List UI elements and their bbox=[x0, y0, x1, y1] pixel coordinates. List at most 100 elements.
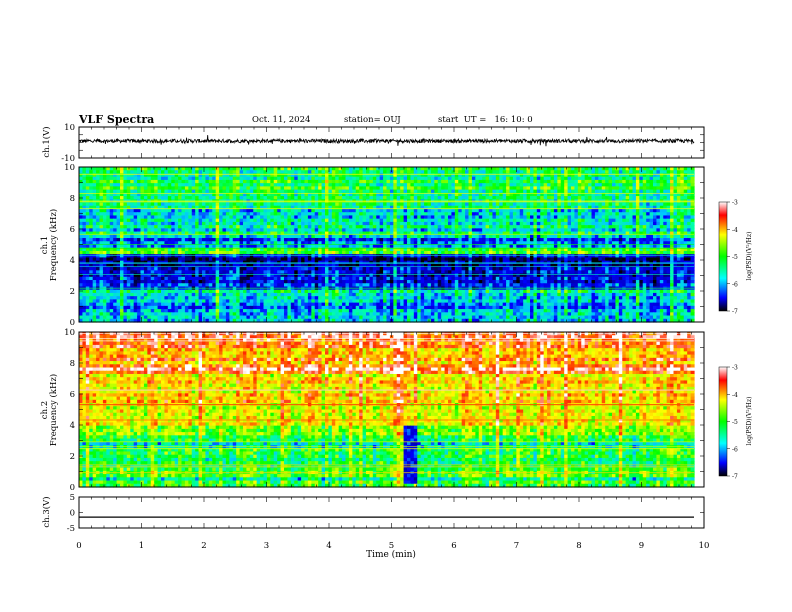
spectrogram-cell bbox=[437, 244, 442, 249]
spectrogram-cell bbox=[383, 196, 388, 200]
spectrogram-cell bbox=[598, 183, 603, 187]
spectrogram-cell bbox=[191, 234, 196, 239]
spectrogram-cell bbox=[598, 221, 603, 226]
spectrogram-cell bbox=[109, 225, 114, 229]
spectrogram-cell bbox=[683, 202, 688, 207]
spectrogram-cell bbox=[369, 192, 374, 197]
spectrogram-cell bbox=[106, 167, 111, 171]
spectrogram-cell bbox=[249, 241, 254, 246]
spectrogram-cell bbox=[150, 225, 155, 229]
spectrogram-cell bbox=[547, 225, 552, 229]
spectrogram-cell bbox=[273, 167, 278, 171]
spectrogram-cell bbox=[140, 183, 145, 187]
spectrogram-cell bbox=[625, 212, 630, 217]
spectrogram-cell bbox=[543, 167, 548, 171]
spectrogram-cell bbox=[352, 221, 357, 226]
spectrogram-cell bbox=[229, 215, 234, 220]
spectrogram-cell bbox=[509, 192, 514, 197]
spectrogram-cell bbox=[311, 212, 316, 217]
spectrogram-cell bbox=[307, 173, 312, 178]
spectrogram-cell bbox=[79, 179, 84, 184]
spectrogram-cell bbox=[574, 218, 579, 223]
spectrogram-cell bbox=[188, 241, 193, 246]
spectrogram-cell bbox=[277, 244, 282, 249]
spectrogram-cell bbox=[413, 183, 418, 187]
spectrogram-cell bbox=[458, 196, 463, 200]
spectrogram-cell bbox=[512, 173, 517, 178]
spectrogram-cell bbox=[427, 179, 432, 184]
spectrogram-cell bbox=[359, 167, 364, 171]
spectrogram-cell bbox=[239, 196, 244, 200]
spectrogram-cell bbox=[239, 208, 244, 213]
spectrogram-cell bbox=[396, 234, 401, 239]
spectrogram-cell bbox=[157, 183, 162, 187]
spectrogram-cell bbox=[301, 221, 306, 226]
spectrogram-cell bbox=[594, 231, 599, 236]
spectrogram-cell bbox=[608, 231, 613, 236]
spectrogram-cell bbox=[345, 208, 350, 213]
spectrogram-cell bbox=[594, 238, 599, 242]
spectrogram-cell bbox=[222, 228, 227, 233]
spectrogram-cell bbox=[516, 202, 521, 207]
spectrogram-cell bbox=[629, 234, 634, 239]
spectrogram-cell bbox=[246, 234, 251, 239]
spectrogram-cell bbox=[451, 234, 456, 239]
spectrogram-cell bbox=[178, 167, 183, 171]
spectrogram-cell bbox=[560, 170, 565, 175]
spectrogram-cell bbox=[314, 234, 319, 239]
spectrogram-cell bbox=[113, 202, 118, 207]
spectrogram-cell bbox=[140, 179, 145, 184]
spectrogram-cell bbox=[389, 202, 394, 207]
spectrogram-cell bbox=[530, 234, 535, 239]
spectrogram-cell bbox=[690, 189, 695, 194]
spectrogram-cell bbox=[232, 231, 237, 236]
spectrogram-cell bbox=[280, 205, 285, 210]
spectrogram-cell bbox=[137, 179, 142, 184]
spectrogram-cell bbox=[345, 183, 350, 187]
spectrogram-cell bbox=[526, 192, 531, 197]
spectrogram-cell bbox=[478, 196, 483, 200]
spectrogram-cell bbox=[174, 186, 179, 191]
spectrogram-cell bbox=[601, 208, 606, 213]
spectrogram-cell bbox=[663, 244, 668, 249]
spectrogram-cell bbox=[157, 179, 162, 184]
spectrogram-cell bbox=[519, 205, 524, 210]
spectrogram-cell bbox=[396, 167, 401, 171]
spectrogram-cell bbox=[519, 196, 524, 200]
spectrogram-cell bbox=[499, 183, 504, 187]
spectrogram-cell bbox=[195, 192, 200, 197]
spectrogram-cell bbox=[167, 244, 172, 249]
spectrogram-cell bbox=[167, 234, 172, 239]
spectrogram-cell bbox=[181, 225, 186, 229]
spectrogram-cell bbox=[157, 176, 162, 181]
spectrogram-cell bbox=[670, 218, 675, 223]
spectrogram-cell bbox=[567, 238, 572, 242]
spectrogram-cell bbox=[263, 173, 268, 178]
spectrogram-cell bbox=[468, 241, 473, 246]
spectrogram-cell bbox=[615, 170, 620, 175]
spectrogram-cell bbox=[198, 208, 203, 213]
spectrogram-cell bbox=[338, 202, 343, 207]
spectrogram-cell bbox=[287, 221, 292, 226]
spectrogram-cell bbox=[396, 196, 401, 200]
spectrogram-cell bbox=[372, 196, 377, 200]
spectrogram-cell bbox=[297, 215, 302, 220]
spectrogram-cell bbox=[687, 241, 692, 246]
spectrogram-cell bbox=[471, 186, 476, 191]
spectrogram-cell bbox=[485, 189, 490, 194]
spectrogram-cell bbox=[567, 202, 572, 207]
spectrogram-cell bbox=[208, 202, 213, 207]
spectrogram-cell bbox=[232, 183, 237, 187]
spectrogram-cell bbox=[376, 179, 381, 184]
spectrogram-cell bbox=[143, 238, 148, 242]
spectrogram-cell bbox=[649, 196, 654, 200]
spectrogram-cell bbox=[420, 241, 425, 246]
spectrogram-cell bbox=[389, 179, 394, 184]
spectrogram-cell bbox=[167, 205, 172, 210]
spectrogram-cell bbox=[495, 179, 500, 184]
spectrogram-cell bbox=[331, 192, 336, 197]
spectrogram-cell bbox=[116, 186, 121, 191]
spectrogram-cell bbox=[625, 208, 630, 213]
spectrogram-cell bbox=[120, 186, 125, 191]
spectrogram-cell bbox=[140, 221, 145, 226]
